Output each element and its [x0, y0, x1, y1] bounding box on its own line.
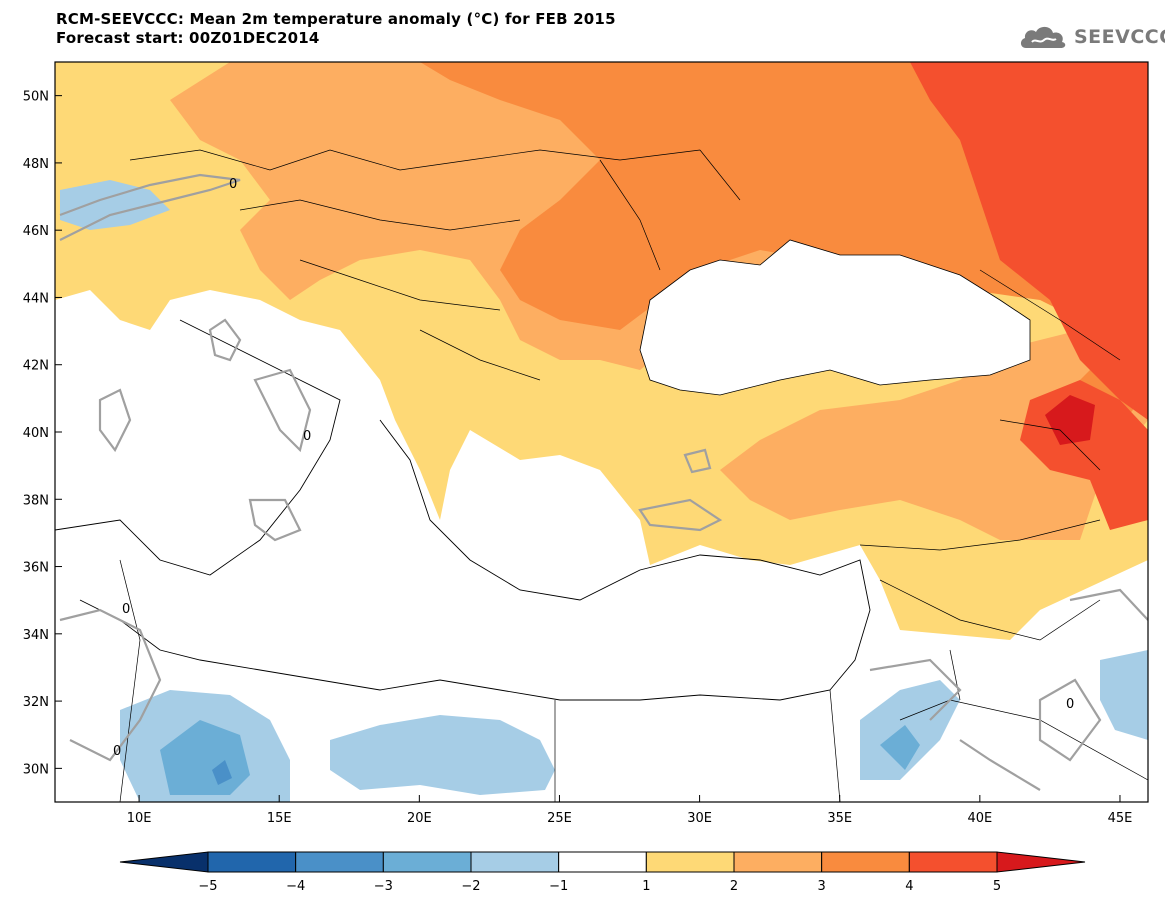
colorbar-swatch	[558, 851, 647, 873]
lon-tick-label: 30E	[687, 811, 712, 826]
colorbar-low-triangle	[119, 851, 209, 873]
title-line-1: RCM-SEEVCCC: Mean 2m temperature anomaly…	[56, 10, 616, 28]
seevccc-logo: SEEVCCC	[1018, 22, 1165, 52]
contour-label: 0	[229, 177, 237, 192]
warm4-region	[910, 62, 1148, 420]
lat-tick-label: 38N	[23, 493, 49, 508]
lon-tick-label: 20E	[407, 811, 432, 826]
chart-title: RCM-SEEVCCC: Mean 2m temperature anomaly…	[56, 10, 616, 48]
cool1-alps	[60, 180, 170, 230]
colorbar-swatch	[295, 851, 384, 873]
lat-tick-label: 36N	[23, 561, 49, 576]
colorbar-swatch	[821, 851, 910, 873]
colorbar-label: −1	[549, 879, 568, 894]
contour-label: 0	[1066, 697, 1074, 712]
cool3-libya	[212, 760, 232, 785]
lat-tick-label: 32N	[23, 695, 49, 710]
lon-tick-label: 25E	[547, 811, 572, 826]
lon-tick-label: 40E	[967, 811, 992, 826]
lat-tick-label: 50N	[23, 90, 49, 105]
cool2-arabia	[880, 725, 920, 770]
colorbar-label: 2	[730, 879, 738, 894]
lon-tick-label: 15E	[267, 811, 292, 826]
cool1-iraq	[1100, 650, 1148, 740]
lat-tick-label: 40N	[23, 426, 49, 441]
colorbar: −5 −4 −3 −2 −1 1 2 3 4 5	[119, 851, 1086, 894]
colorbar-swatch	[382, 851, 472, 873]
lon-tick-label: 45E	[1108, 811, 1133, 826]
lon-tick-label: 35E	[827, 811, 852, 826]
lat-tick-label: 48N	[23, 157, 49, 172]
lon-tick-label: 10E	[127, 811, 152, 826]
cool1-arabia	[860, 680, 960, 780]
colorbar-high-triangle	[996, 851, 1086, 873]
anomaly-field: 0 0 0 0 0	[55, 62, 1148, 802]
colorbar-swatch	[733, 851, 823, 873]
warm5-region	[1045, 395, 1095, 445]
colorbar-label: −2	[461, 879, 480, 894]
colorbar-label: −5	[198, 879, 217, 894]
title-line-2: Forecast start: 00Z01DEC2014	[56, 29, 320, 47]
cloud-icon	[1020, 26, 1066, 48]
colorbar-swatch	[207, 851, 297, 873]
contour-label: 0	[113, 744, 121, 759]
lat-tick-label: 30N	[23, 762, 49, 777]
longitude-axis: 10E 15E 20E 25E 30E 35E 40E 45E	[127, 795, 1133, 826]
lat-tick-label: 34N	[23, 628, 49, 643]
colorbar-label: 1	[642, 879, 650, 894]
colorbar-label: 3	[818, 879, 826, 894]
colorbar-label: 5	[993, 879, 1001, 894]
contour-label: 0	[122, 602, 130, 617]
contour-label: 0	[303, 429, 311, 444]
black-sea	[639, 239, 1031, 396]
country-boundaries	[119, 149, 1148, 802]
lat-tick-label: 46N	[23, 224, 49, 239]
colorbar-label: −3	[374, 879, 393, 894]
colorbar-label: 4	[905, 879, 913, 894]
lat-tick-label: 42N	[23, 359, 49, 374]
latitude-axis: 50N 48N 46N 44N 42N 40N 38N 36N 34N 32N 30N	[23, 90, 62, 777]
zero-contours	[59, 173, 1148, 791]
logo-text: SEEVCCC	[1074, 26, 1165, 48]
lat-tick-label: 44N	[23, 291, 49, 306]
cool1-egypt	[330, 715, 555, 795]
colorbar-swatch	[908, 851, 998, 873]
warm3-region	[420, 62, 1148, 470]
colorbar-label: −4	[286, 879, 305, 894]
colorbar-swatch	[645, 851, 735, 873]
colorbar-swatch	[470, 851, 560, 873]
